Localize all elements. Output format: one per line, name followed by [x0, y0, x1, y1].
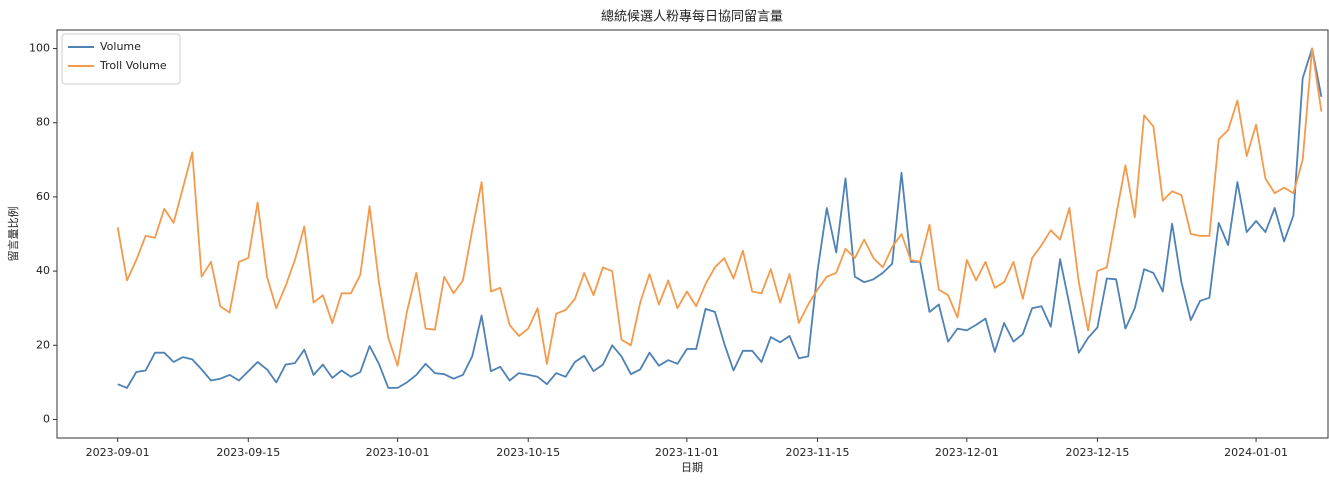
y-tick-label: 0	[43, 412, 50, 425]
series-line	[116, 47, 1323, 367]
x-tick-label: 2023-12-15	[1065, 446, 1129, 459]
legend-label: Troll Volume	[99, 59, 167, 72]
chart-title: 總統候選人粉專每日協同留言量	[601, 9, 783, 25]
x-tick-label: 2023-09-15	[216, 446, 280, 459]
y-tick-label: 20	[36, 338, 50, 351]
y-tick-label: 40	[36, 264, 50, 277]
y-tick-label: 60	[36, 190, 50, 203]
plot-lines	[116, 47, 1323, 389]
legend-label: Volume	[100, 40, 141, 53]
y-tick-label: 100	[29, 42, 50, 55]
y-axis-label: 留言量比例	[6, 207, 20, 262]
y-tick-label: 80	[36, 116, 50, 129]
x-axis-label: 日期	[681, 461, 703, 474]
x-tick-label: 2023-12-01	[935, 446, 999, 459]
x-tick-label: 2023-11-01	[655, 446, 719, 459]
x-tick-label: 2024-01-01	[1224, 446, 1288, 459]
x-tick-label: 2023-11-15	[786, 446, 850, 459]
plot-frame	[56, 29, 1329, 439]
x-tick-label: 2023-10-01	[366, 446, 430, 459]
x-tick-label: 2023-10-15	[496, 446, 560, 459]
x-tick-label: 2023-09-01	[86, 446, 150, 459]
series-line	[117, 47, 1323, 389]
